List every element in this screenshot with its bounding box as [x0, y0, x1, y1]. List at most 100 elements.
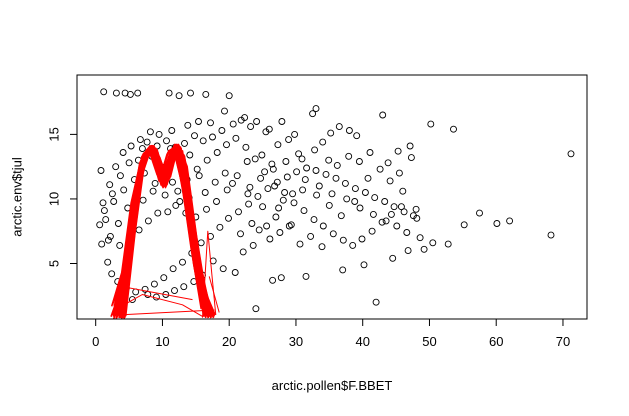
data-point: [144, 217, 152, 225]
data-point: [171, 287, 178, 295]
data-point: [116, 241, 124, 249]
data-point: [355, 158, 363, 165]
data-point: [207, 119, 214, 127]
data-point: [97, 167, 105, 174]
data-point: [161, 191, 169, 199]
data-point: [378, 218, 386, 226]
data-point: [315, 182, 323, 190]
data-point: [387, 210, 395, 218]
data-point: [301, 176, 309, 184]
data-point: [353, 132, 361, 140]
data-point: [322, 170, 330, 178]
data-point: [293, 168, 301, 176]
data-point: [371, 194, 379, 202]
data-point: [311, 146, 319, 154]
data-point: [112, 163, 120, 171]
data-point: [360, 261, 368, 269]
data-point: [476, 209, 483, 217]
data-point: [369, 210, 377, 218]
data-point: [384, 159, 392, 167]
data-point: [211, 178, 219, 186]
data-point: [213, 198, 220, 205]
data-point: [163, 137, 170, 145]
data-point: [296, 240, 304, 248]
data-point: [404, 247, 412, 255]
data-point: [175, 92, 183, 100]
data-point: [390, 203, 398, 211]
data-point: [393, 222, 401, 230]
data-point: [368, 227, 376, 235]
data-point: [319, 222, 327, 230]
data-point: [325, 156, 333, 164]
data-point: [203, 156, 211, 164]
data-point: [223, 141, 230, 149]
data-point: [229, 179, 236, 187]
data-point: [376, 165, 384, 173]
data-point: [318, 243, 326, 251]
data-point: [243, 158, 251, 165]
data-point: [313, 191, 321, 199]
data-point: [412, 205, 420, 213]
data-point: [276, 229, 284, 236]
data-point: [351, 198, 359, 205]
data-point: [327, 129, 335, 137]
data-point: [289, 190, 297, 198]
data-point: [176, 198, 184, 205]
data-point: [106, 232, 114, 240]
data-point: [299, 186, 307, 194]
data-point: [409, 212, 417, 220]
data-point: [259, 203, 267, 211]
data-point: [343, 195, 351, 203]
data-point: [180, 283, 188, 291]
data-point: [356, 204, 364, 212]
data-point: [119, 149, 127, 156]
data-point: [399, 187, 407, 195]
data-point: [407, 154, 415, 162]
data-point: [379, 111, 387, 119]
data-point: [345, 127, 353, 134]
data-point: [135, 226, 143, 234]
data-point: [141, 285, 149, 293]
x-tick-label: 50: [422, 334, 436, 349]
data-point: [547, 231, 555, 239]
data-point: [121, 89, 129, 97]
data-point: [172, 201, 180, 209]
data-point: [263, 222, 271, 230]
data-point: [181, 139, 188, 147]
data-point: [332, 174, 340, 182]
data-point: [231, 269, 239, 276]
data-point: [339, 266, 347, 274]
data-point: [164, 208, 172, 216]
data-point: [126, 90, 134, 98]
red-stray-line: [122, 286, 193, 301]
data-point: [341, 179, 349, 187]
data-point: [191, 132, 198, 140]
data-point: [114, 220, 122, 227]
data-point: [134, 89, 142, 97]
data-point: [366, 149, 374, 156]
data-point: [255, 226, 263, 234]
data-point: [364, 174, 372, 182]
data-point: [99, 199, 107, 207]
data-point: [110, 198, 118, 205]
data-point: [239, 248, 247, 256]
data-point: [264, 185, 272, 193]
data-point: [302, 272, 310, 280]
data-point: [271, 182, 279, 190]
data-point: [136, 136, 144, 144]
data-point: [223, 186, 231, 194]
data-point: [195, 172, 203, 180]
data-point: [100, 207, 108, 215]
data-point: [233, 172, 241, 180]
data-point: [160, 274, 168, 282]
data-point: [150, 280, 158, 288]
data-point: [285, 222, 293, 230]
data-point: [242, 143, 250, 151]
data-point: [277, 274, 285, 282]
data-point: [444, 240, 452, 248]
data-point: [298, 155, 306, 163]
data-point: [285, 136, 293, 144]
data-point: [279, 196, 287, 204]
data-point: [127, 142, 135, 150]
data-point: [339, 236, 347, 244]
